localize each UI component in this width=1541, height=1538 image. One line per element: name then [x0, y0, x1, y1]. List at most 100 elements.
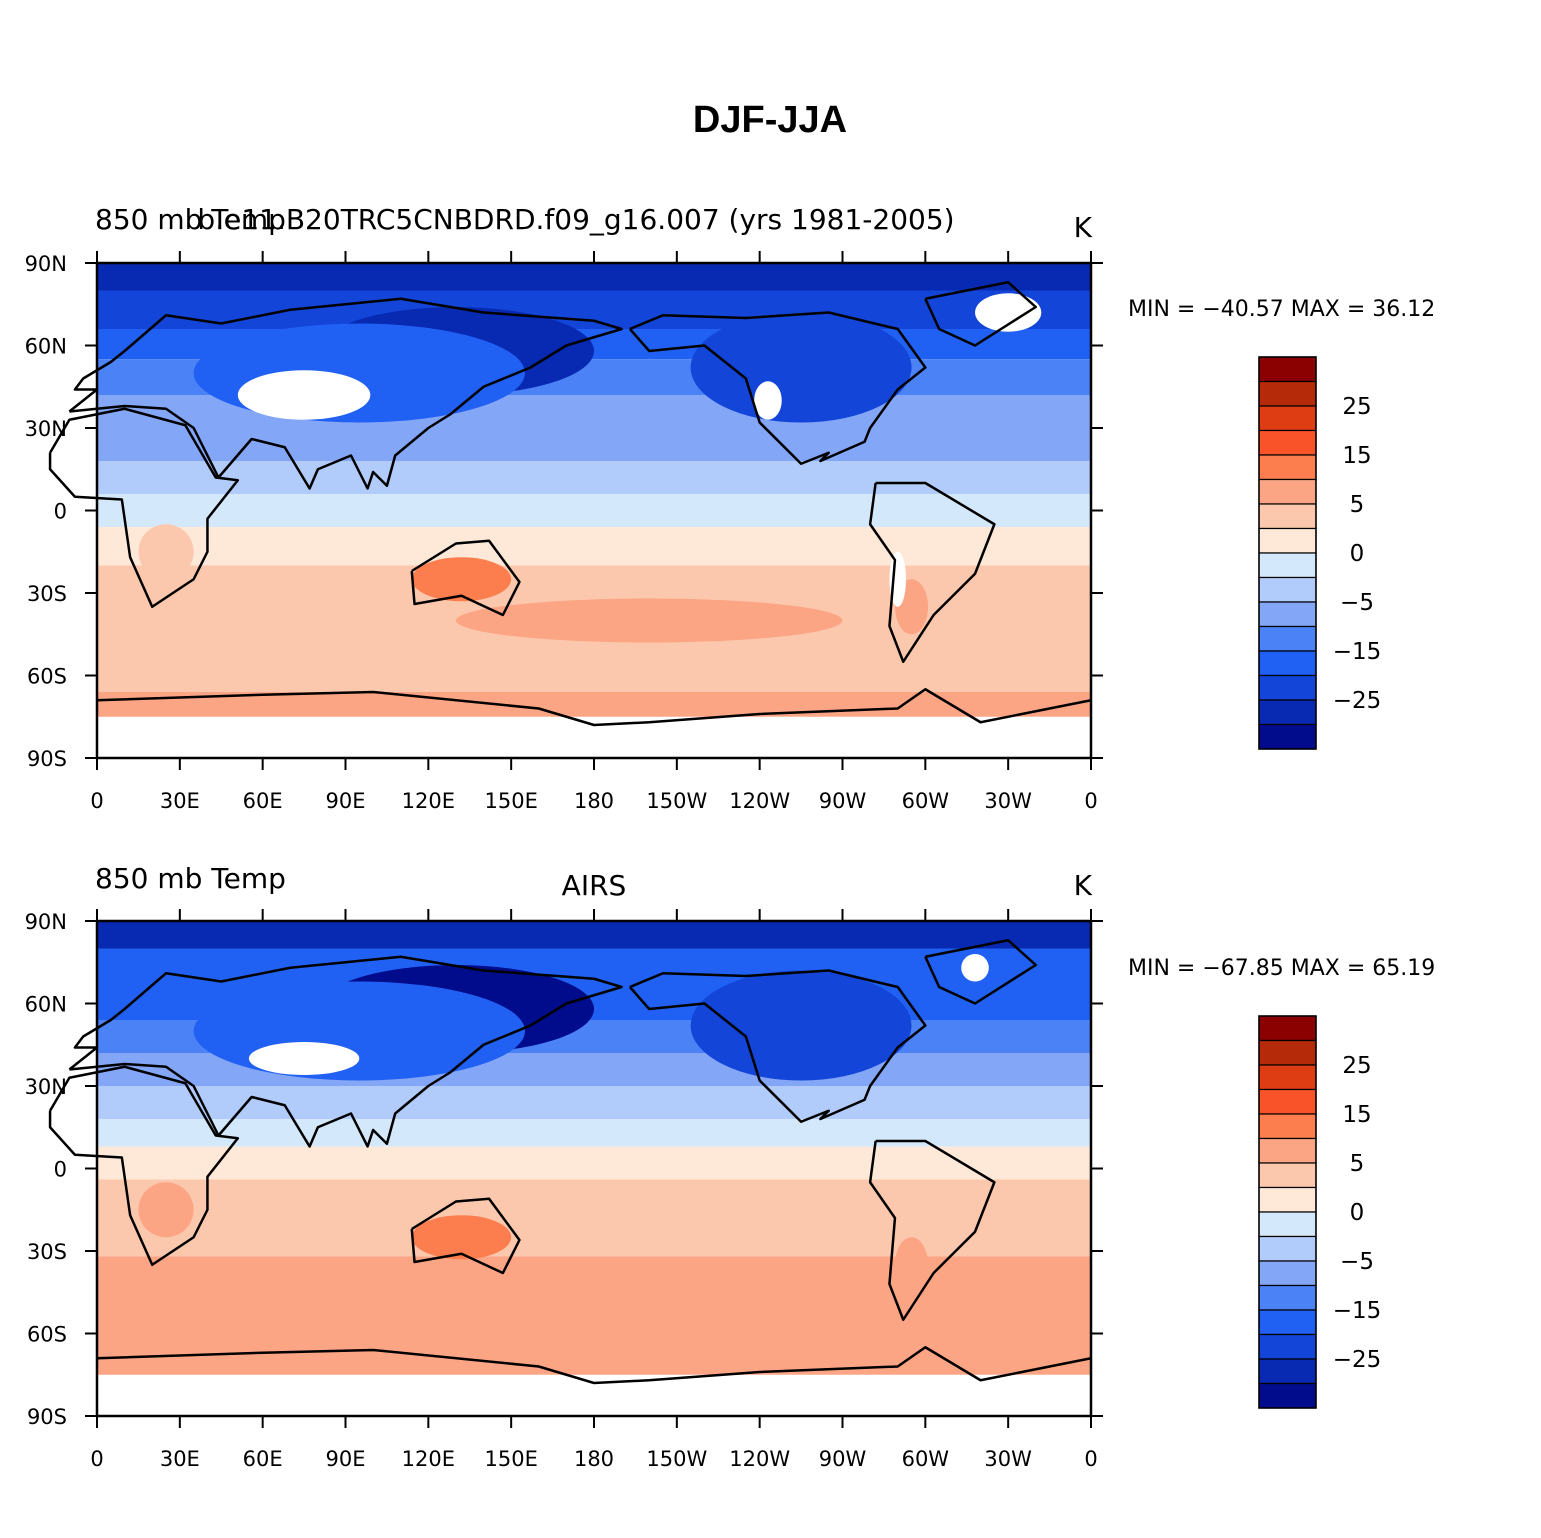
lon-tick-label: 90E — [326, 789, 366, 813]
colorbar-swatch — [1258, 454, 1317, 481]
lon-tick-label: 0 — [90, 789, 103, 813]
missing-data-region — [248, 1042, 360, 1075]
contour-band — [97, 1344, 1091, 1372]
colorbar-swatch — [1258, 1088, 1317, 1115]
colorbar-swatch — [1258, 1211, 1317, 1238]
colorbar-label: −15 — [1333, 1298, 1382, 1324]
lon-tick-label: 30E — [160, 789, 200, 813]
panel-variable-label: 850 mb Temp — [95, 862, 286, 895]
lon-tick-label: 30W — [984, 789, 1032, 813]
panel-stats: MIN = −67.85 MAX = 65.19 — [1128, 956, 1435, 981]
panel-case-label: AIRS — [562, 869, 627, 902]
lon-tick-label: 60W — [902, 789, 950, 813]
anomaly-region — [894, 1237, 929, 1293]
contour-band — [97, 1218, 1091, 1257]
colorbar-swatch — [1258, 699, 1317, 726]
missing-data-region — [975, 293, 1042, 332]
colorbar-label: −25 — [1333, 688, 1382, 714]
panel-model: 850 mb Temp b.e11.B20TRC5CNBDRD.f09_g16.… — [25, 203, 1436, 813]
colorbar: 25 15 5 0 −5 −15 −25 — [1258, 356, 1382, 750]
colorbar-swatch — [1258, 625, 1317, 652]
coastline — [868, 481, 996, 663]
colorbar-swatch — [1258, 601, 1317, 628]
colorbar-swatch — [1258, 650, 1317, 677]
map-axes: 90N 60N 30N 0 30S 60S 90S 0 30E 60E 90E 120E 150E 180… — [25, 909, 1103, 1471]
coastline — [68, 297, 623, 490]
contour-band — [97, 1086, 1091, 1119]
colorbar-label: 0 — [1350, 541, 1365, 567]
anomaly-region — [411, 557, 512, 602]
colorbar-frame — [1258, 1015, 1317, 1409]
lat-tick-label: 30S — [27, 582, 67, 606]
lon-tick-label: 90W — [819, 1447, 867, 1471]
lat-tick-label: 60N — [25, 993, 67, 1017]
lat-tick-label: 90S — [27, 747, 67, 771]
anomaly-region — [690, 970, 912, 1081]
colorbar-swatch — [1258, 576, 1317, 603]
colorbar-swatch — [1258, 1382, 1317, 1409]
panel-units-label: K — [1074, 869, 1093, 902]
lon-tick-label: 150W — [646, 1447, 707, 1471]
colorbar-swatch — [1258, 405, 1317, 432]
lon-tick-label: 120E — [402, 1447, 455, 1471]
coastline — [868, 1139, 996, 1321]
colorbar-swatch — [1258, 1137, 1317, 1164]
lon-tick-label: 150W — [646, 789, 707, 813]
coastline — [628, 969, 927, 1123]
colorbar-swatch — [1258, 552, 1317, 579]
contour-band — [97, 527, 1091, 566]
lat-tick-label: 60N — [25, 335, 67, 359]
anomaly-region — [455, 1256, 843, 1301]
coastline — [410, 539, 521, 617]
coastline — [96, 1346, 1092, 1385]
lon-tick-label: 120E — [402, 789, 455, 813]
anomaly-region — [411, 1215, 512, 1260]
colorbar-swatch — [1258, 1064, 1317, 1091]
lat-tick-label: 0 — [54, 1158, 67, 1182]
lon-tick-label: 30E — [160, 1447, 200, 1471]
coastline — [924, 281, 1038, 347]
anomaly-region — [690, 312, 912, 423]
coastline — [628, 311, 927, 465]
contour-band — [97, 290, 1091, 329]
missing-data-region — [237, 370, 371, 420]
contour-band — [97, 1119, 1091, 1147]
lat-tick-label: 90N — [25, 252, 67, 276]
lon-tick-label: 60W — [902, 1447, 950, 1471]
colorbar-label: 25 — [1342, 394, 1371, 420]
colorbar-label: −15 — [1333, 639, 1382, 665]
colorbar-swatch — [1258, 1358, 1317, 1385]
map-axes: 90N 60N 30N 0 30S 60S 90S 0 30E 60E 90E 120E 150E 180… — [25, 251, 1103, 813]
contour-band — [97, 494, 1091, 527]
missing-data-region — [97, 716, 1091, 758]
colorbar-swatch — [1258, 1162, 1317, 1189]
lon-tick-label: 180 — [574, 1447, 614, 1471]
colorbar-label: 15 — [1342, 1102, 1371, 1128]
contour-band — [97, 1306, 1091, 1345]
anomaly-region — [138, 524, 194, 580]
lon-tick-label: 0 — [90, 1447, 103, 1471]
lon-tick-label: 0 — [1084, 1447, 1097, 1471]
contour-band — [97, 1179, 1091, 1218]
lat-tick-label: 60S — [27, 1323, 67, 1347]
colorbar-swatch — [1258, 1235, 1317, 1262]
contour-band — [97, 461, 1091, 494]
temperature-difference-map — [48, 263, 1092, 758]
colorbar-label: 25 — [1342, 1053, 1371, 1079]
colorbar-swatch — [1258, 356, 1317, 383]
colorbar-label: −5 — [1340, 1249, 1374, 1275]
colorbar-label: 5 — [1350, 1151, 1365, 1177]
colorbar-label: 15 — [1342, 443, 1371, 469]
anomaly-region — [138, 1182, 194, 1238]
panel-stats: MIN = −40.57 MAX = 36.12 — [1128, 297, 1435, 322]
colorbar-swatch — [1258, 1113, 1317, 1140]
contour-band — [97, 653, 1091, 692]
lon-tick-label: 120W — [729, 1447, 790, 1471]
colorbar-swatch — [1258, 1186, 1317, 1213]
coastline — [96, 688, 1092, 727]
coastline — [924, 939, 1038, 1005]
colorbar-label: −25 — [1333, 1347, 1382, 1373]
contour-band — [97, 263, 1091, 291]
colorbar-swatch — [1258, 478, 1317, 505]
colorbar-swatch — [1258, 1260, 1317, 1287]
